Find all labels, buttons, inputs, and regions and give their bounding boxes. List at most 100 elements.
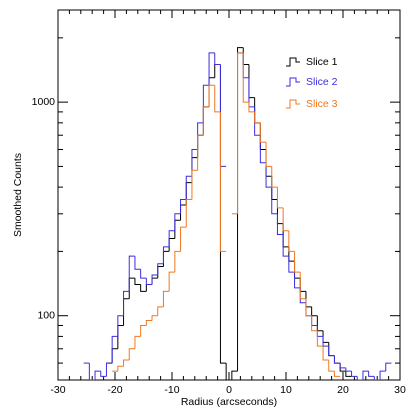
step-segment <box>208 52 215 86</box>
step-segment <box>214 64 221 78</box>
step-segment <box>128 348 135 361</box>
legend-label: Slice 2 <box>306 76 338 88</box>
step-segment <box>174 250 181 273</box>
y-axis-label: Smoothed Counts <box>12 153 24 237</box>
step-segment <box>333 371 341 377</box>
step-segment <box>197 134 204 158</box>
step-segment <box>311 306 318 317</box>
x-tick-label: -20 <box>107 384 122 396</box>
step-segment <box>254 97 261 124</box>
step-segment <box>88 363 96 380</box>
step-segment <box>265 142 272 167</box>
step-segment <box>265 149 272 177</box>
step-segment <box>214 85 221 113</box>
step-segment <box>345 367 352 372</box>
step-segment <box>282 223 289 248</box>
step-segment <box>185 175 192 200</box>
step-segment <box>288 230 295 252</box>
step-segment <box>259 122 267 151</box>
step-segment <box>225 363 227 380</box>
step-segment <box>191 169 198 200</box>
step-segment <box>339 363 346 369</box>
step-segment <box>151 315 158 321</box>
step-segment <box>214 52 221 66</box>
step-segment <box>276 187 284 209</box>
step-segment <box>134 278 141 285</box>
step-segment <box>202 84 210 123</box>
step-segment <box>134 256 141 270</box>
step-segment <box>111 335 118 364</box>
step-segment <box>180 204 187 221</box>
step-segment <box>288 256 295 273</box>
y-tick-label: 1000 <box>32 96 56 108</box>
step-segment <box>339 363 346 372</box>
step-segment <box>379 370 386 380</box>
step-segment <box>202 106 210 136</box>
step-segment <box>231 370 238 380</box>
step-segment <box>248 64 255 99</box>
step-segment <box>123 298 130 326</box>
step-segment <box>219 64 227 167</box>
legend-label: Slice 3 <box>306 98 338 110</box>
step-segment <box>299 287 306 304</box>
step-segment <box>265 162 272 188</box>
step-segment <box>237 47 244 372</box>
step-segment <box>185 182 192 205</box>
step-segment <box>311 315 318 332</box>
step-segment <box>276 199 284 225</box>
legend-swatch <box>286 57 300 67</box>
x-axis-label: Radius (arcseconds) <box>181 396 277 408</box>
step-segment <box>117 324 124 349</box>
step-segment <box>351 371 358 377</box>
step-segment <box>128 277 135 299</box>
step-segment <box>237 52 244 214</box>
step-segment <box>328 342 335 357</box>
step-segment <box>333 355 341 364</box>
step-segment <box>271 176 278 201</box>
step-segment <box>185 199 192 228</box>
step-segment <box>345 371 352 377</box>
x-tick-label: -30 <box>50 384 65 396</box>
step-segment <box>140 269 147 279</box>
step-segment <box>294 261 301 279</box>
step-segment <box>117 365 124 372</box>
x-tick-label: -10 <box>164 384 179 396</box>
step-segment <box>174 219 181 239</box>
step-segment <box>151 274 158 285</box>
step-segment <box>294 272 301 289</box>
legend-swatch <box>286 99 300 109</box>
step-segment <box>128 255 135 292</box>
step-segment <box>242 47 249 66</box>
step-segment <box>145 319 153 326</box>
step-segment <box>311 315 318 326</box>
step-segment <box>276 213 284 236</box>
step-segment <box>202 106 210 136</box>
y-tick-label: 100 <box>37 309 55 321</box>
step-segment <box>254 106 261 136</box>
step-segment <box>219 111 227 252</box>
step-segment <box>322 330 329 343</box>
step-segment <box>168 271 175 292</box>
step-segment <box>254 111 261 124</box>
step-segment <box>362 370 369 380</box>
step-segment <box>168 230 175 247</box>
step-segment <box>282 234 289 257</box>
step-segment <box>168 237 175 252</box>
step-segment <box>299 278 306 292</box>
step-segment <box>242 52 249 103</box>
step-segment <box>294 251 301 273</box>
step-segment <box>180 226 187 252</box>
legend-swatch <box>286 77 300 87</box>
step-segment <box>117 315 124 337</box>
step-segment <box>219 64 227 364</box>
step-segment <box>134 335 141 349</box>
step-segment <box>271 187 278 215</box>
step-segment <box>259 135 267 164</box>
step-segment <box>333 355 341 364</box>
step-segment <box>242 52 249 79</box>
x-tick-label: 20 <box>337 384 349 396</box>
step-segment <box>111 348 118 364</box>
series-layer <box>83 47 392 380</box>
step-segment <box>271 166 278 188</box>
